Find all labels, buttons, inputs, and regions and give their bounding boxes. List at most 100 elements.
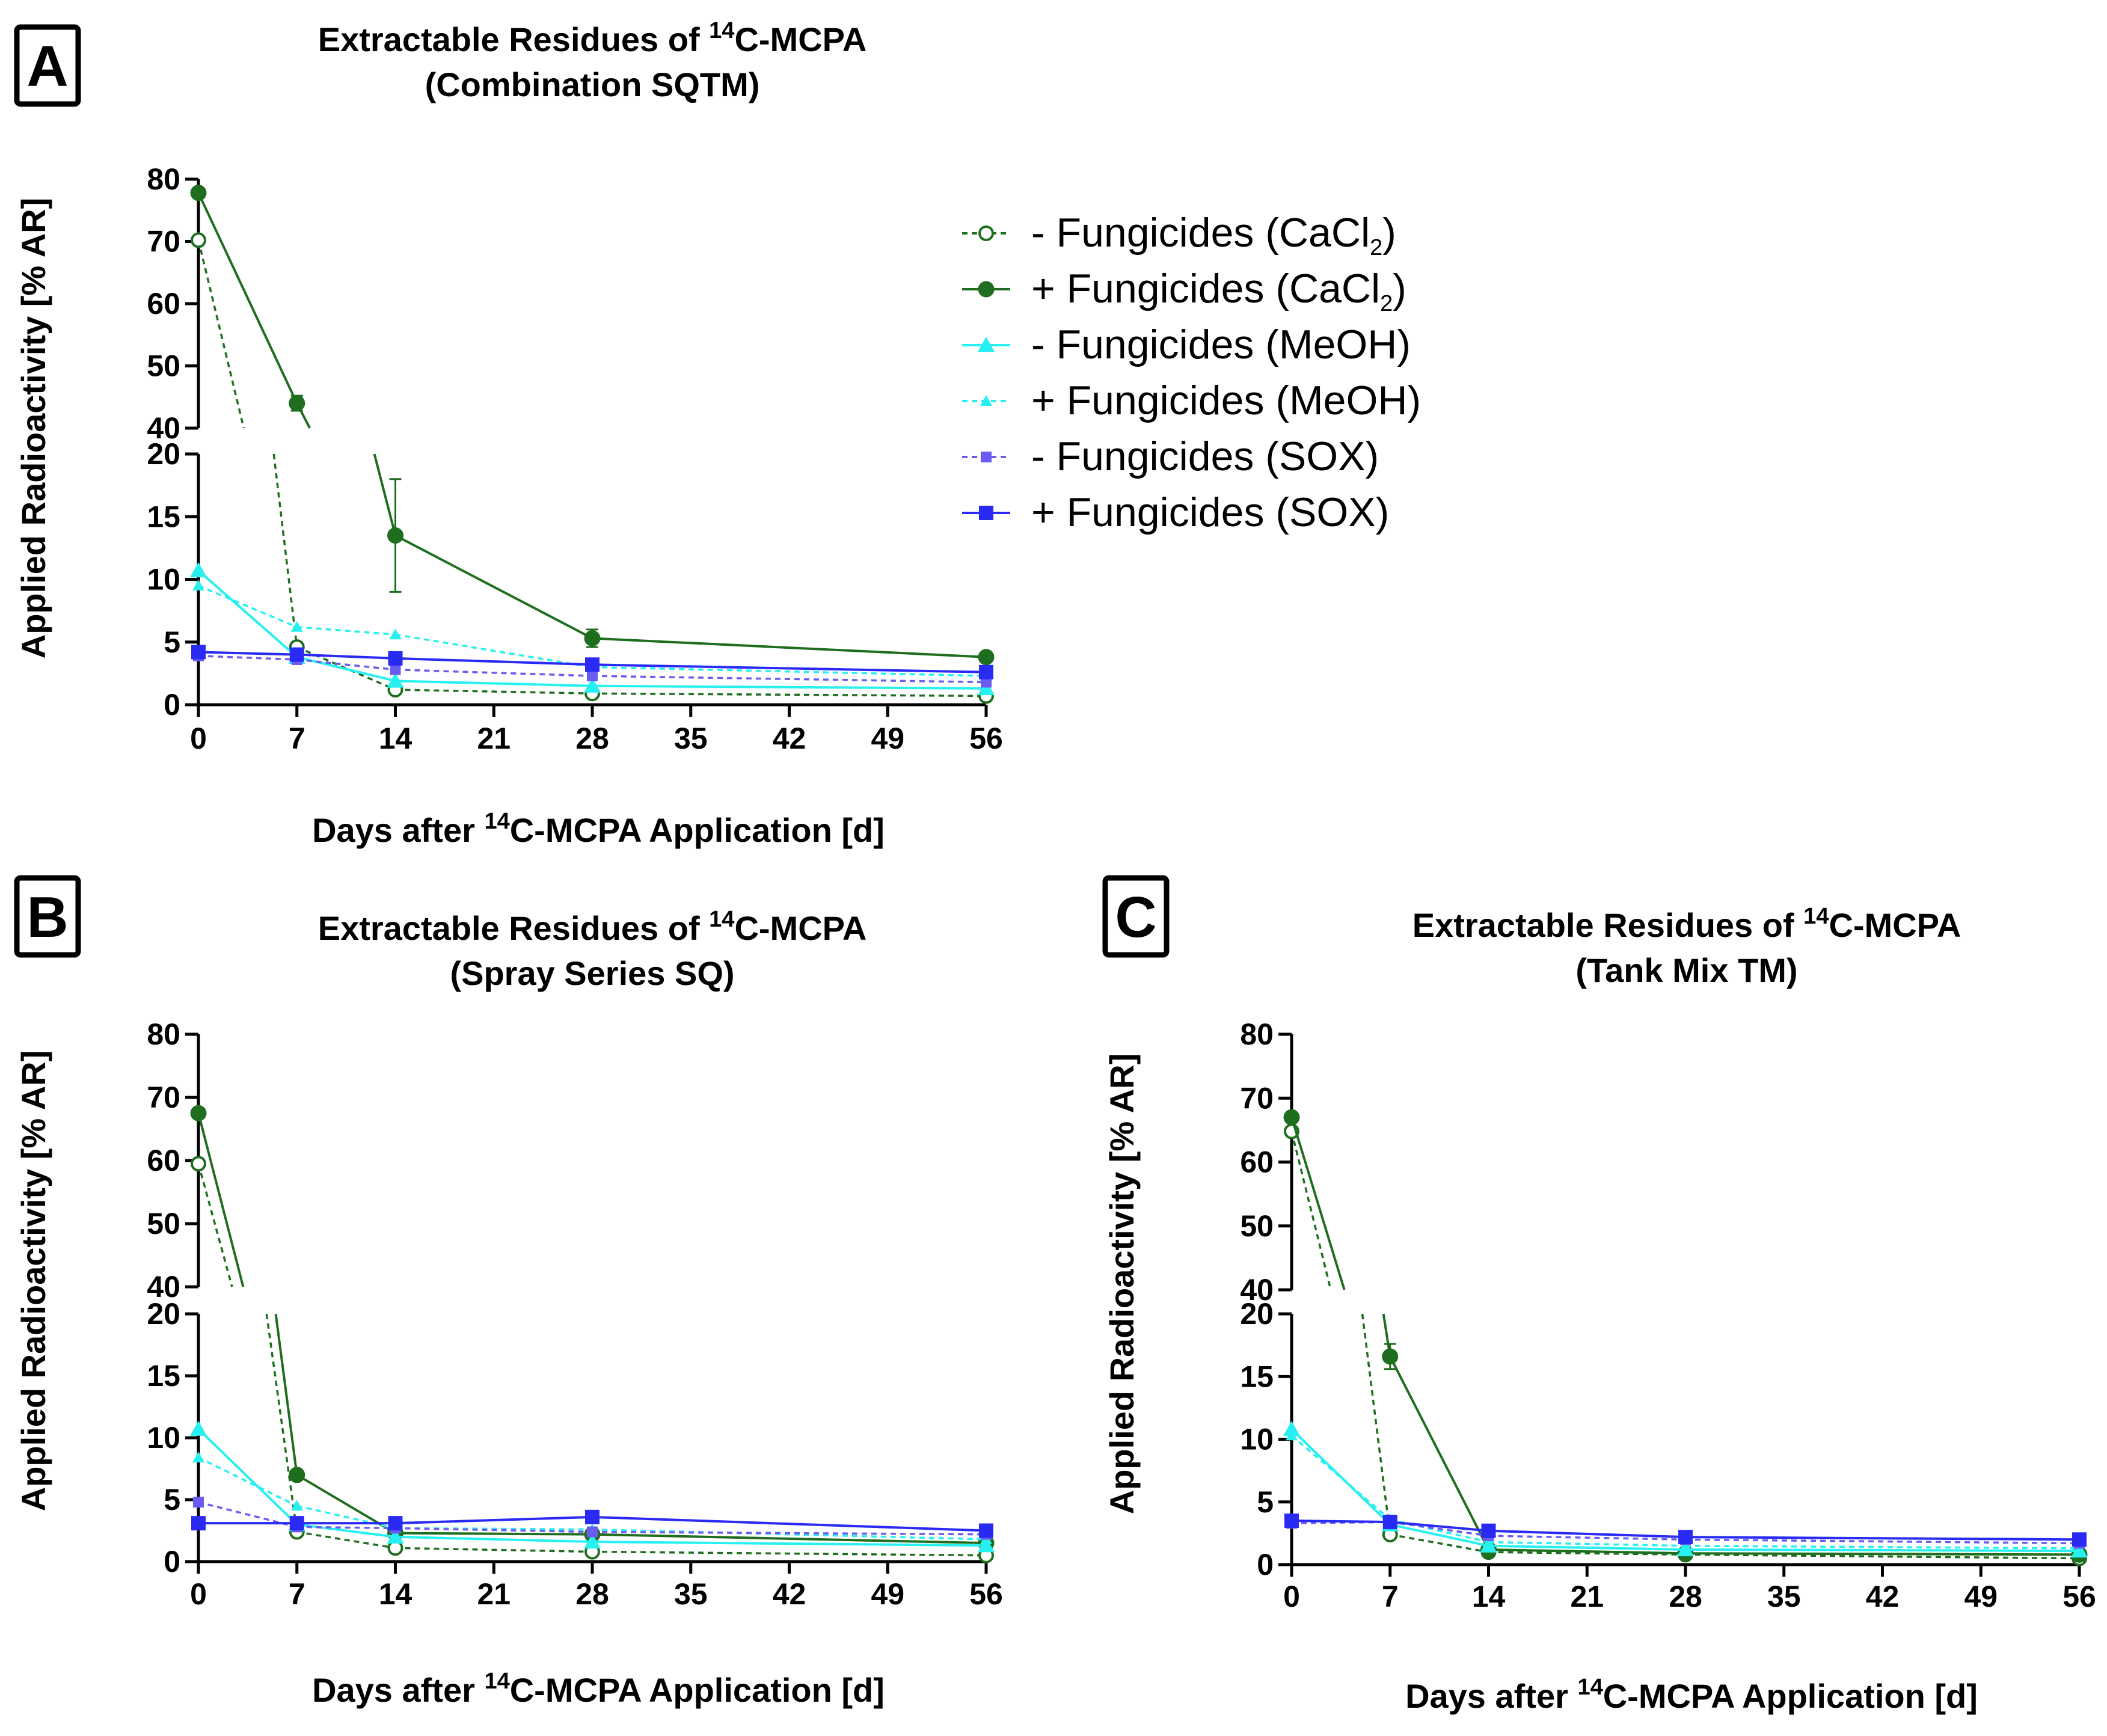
y-tick-label: 40 (1240, 1273, 1274, 1307)
y-tick-label: 15 (147, 1359, 180, 1393)
data-point (290, 1500, 303, 1511)
y-axis-label: Applied Radioactivity [% AR] (14, 198, 52, 658)
series-line-segment (592, 1515, 987, 1532)
legend-label: + Fungicides (MeOH) (1031, 378, 1421, 423)
legend-item-pf-cacl2: + Fungicides (CaCl2) (962, 266, 1406, 316)
series-line-segment (395, 679, 593, 687)
series-line-segment (197, 192, 298, 404)
legend-item-mf-cacl2: - Fungicides (CaCl2) (962, 210, 1396, 260)
series-line-segment (1685, 1553, 2080, 1560)
data-point (1678, 1530, 1693, 1545)
panel-letter: A (26, 34, 68, 99)
x-tick-label: 49 (871, 1577, 904, 1611)
data-point (1286, 1429, 1298, 1441)
series-line-segment (1488, 1551, 1686, 1556)
data-point (587, 1526, 598, 1538)
series-line-segment (1685, 1538, 2080, 1545)
y-tick-label: 60 (147, 1144, 180, 1177)
y-tick-label: 10 (1240, 1423, 1274, 1456)
x-tick-label: 42 (1866, 1580, 1900, 1613)
y-tick-label: 0 (164, 688, 180, 722)
series-line-segment (272, 453, 298, 648)
x-tick-label: 14 (1472, 1580, 1506, 1613)
x-tick-label: 56 (2063, 1580, 2096, 1613)
series-pf-meoh (1286, 1429, 2085, 1553)
series-line-segment (592, 1528, 987, 1541)
y-tick-label: 5 (164, 625, 180, 659)
series-line-segment (1488, 1541, 1686, 1547)
series-line-segment (296, 658, 396, 671)
panel-letter: C (1115, 885, 1156, 949)
data-point (390, 664, 401, 675)
x-tick-label: 56 (969, 722, 1003, 755)
series-mf-cacl2 (191, 1156, 994, 1563)
data-point (1679, 1539, 1691, 1551)
x-tick-label: 0 (190, 1577, 207, 1611)
data-point (387, 672, 404, 688)
legend-label: + Fungicides (SOX) (1031, 489, 1389, 535)
series-line-segment (592, 637, 987, 658)
series-line-segment (1290, 1434, 1391, 1521)
x-axis-label: Days after 14C-MCPA Application [d] (1405, 1675, 1978, 1715)
data-point (192, 579, 204, 590)
series-line-segment (592, 1530, 987, 1536)
axes (1290, 1034, 2079, 1566)
y-tick-label: 20 (147, 1297, 180, 1331)
legend-item-pf-meoh: + Fungicides (MeOH) (962, 378, 1421, 423)
data-point (289, 1467, 305, 1483)
legend-item-mf-meoh: - Fungicides (MeOH) (962, 322, 1411, 367)
data-point (978, 679, 995, 696)
x-tick-label: 0 (1283, 1580, 1300, 1613)
series-line-segment (296, 1504, 396, 1530)
x-axis-label: Days after 14C-MCPA Application [d] (312, 1669, 885, 1709)
legend-item-pf-sox: + Fungicides (SOX) (962, 489, 1389, 535)
data-point (190, 562, 207, 578)
series-line-segment (1390, 1521, 1489, 1532)
data-point (388, 1516, 403, 1531)
x-tick-label: 14 (379, 722, 413, 755)
data-point (1482, 1536, 1495, 1547)
legend-marker (978, 337, 995, 352)
axes (197, 179, 986, 707)
series-line-segment (592, 666, 987, 677)
data-point (1284, 1514, 1299, 1529)
panel-letter-box (1102, 875, 1170, 958)
series-line-segment (1361, 1313, 1391, 1535)
chart-panel-b: B Extractable Residues of 14C-MCPA (Spray … (14, 875, 1003, 1709)
chart-panel-a: A Extractable Residues of 14C-MCPA (Combin… (14, 18, 1003, 849)
series-mf-meoh (190, 562, 995, 696)
y-tick-label: 60 (1240, 1146, 1274, 1179)
data-point (585, 657, 600, 672)
x-tick-label: 35 (674, 1577, 708, 1611)
data-point (585, 1509, 600, 1524)
x-tick-label: 35 (1767, 1580, 1801, 1613)
x-tick-label: 28 (1669, 1580, 1702, 1613)
chart-subtitle: (Spray Series SQ) (450, 954, 734, 992)
y-tick-label: 70 (1240, 1081, 1274, 1115)
series-line-segment (395, 1532, 593, 1536)
series-line-segment (197, 1112, 245, 1287)
series-line-segment (395, 1547, 593, 1553)
series-line-segment (296, 646, 396, 691)
legend-label: - Fungicides (CaCl2) (1031, 210, 1396, 260)
series-line-segment (1390, 1533, 1489, 1553)
series-line-segment (395, 1527, 593, 1533)
series-line-segment (198, 654, 297, 661)
series-line-segment (296, 625, 396, 636)
series-line-segment (296, 655, 396, 682)
series-pf-sox (191, 645, 993, 679)
series-line-segment (296, 653, 396, 660)
series-line-segment (1685, 1544, 2080, 1550)
series-line-segment (395, 668, 593, 677)
series-line-segment (1290, 1131, 1332, 1290)
series-line-segment (198, 1456, 298, 1507)
data-point (193, 1497, 204, 1508)
y-tick-label: 10 (147, 1421, 180, 1455)
series-pf-cacl2 (190, 185, 995, 666)
series-line-segment (1390, 1518, 1489, 1544)
y-tick-label: 10 (147, 563, 180, 597)
data-point (584, 630, 601, 646)
data-point (191, 1156, 206, 1172)
y-tick-label: 40 (147, 1270, 180, 1304)
data-point (289, 647, 304, 662)
